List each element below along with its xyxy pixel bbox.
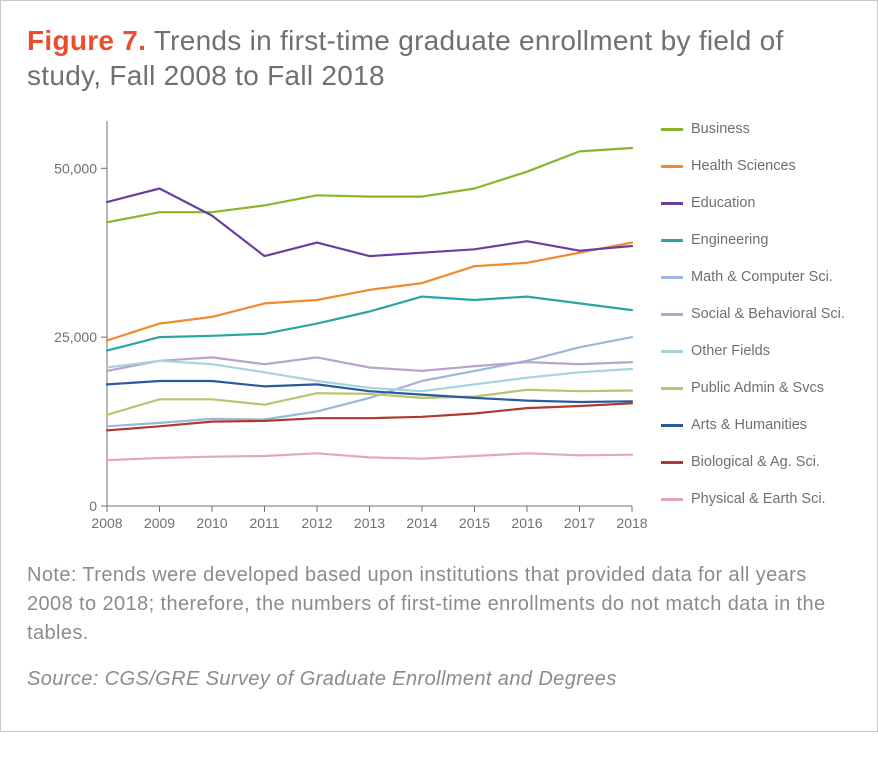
svg-text:2011: 2011 [249, 515, 279, 531]
legend-item: Other Fields [661, 343, 845, 359]
legend-label: Math & Computer Sci. [691, 269, 833, 285]
svg-text:2018: 2018 [616, 515, 647, 531]
legend-swatch [661, 424, 683, 427]
legend-label: Arts & Humanities [691, 417, 807, 433]
legend-item: Biological & Ag. Sci. [661, 454, 845, 470]
legend-label: Biological & Ag. Sci. [691, 454, 820, 470]
svg-text:2017: 2017 [564, 515, 595, 531]
legend-label: Physical & Earth Sci. [691, 491, 826, 507]
svg-text:2013: 2013 [354, 515, 385, 531]
legend-label: Other Fields [691, 343, 770, 359]
chart-row: 0 25,000 50,000 2008 2009 2010 2011 2012 2013 201… [27, 111, 851, 541]
legend-swatch [661, 350, 683, 353]
svg-text:2009: 2009 [144, 515, 175, 531]
figure-number: Figure 7. [27, 25, 146, 56]
svg-text:25,000: 25,000 [54, 329, 97, 345]
legend-swatch [661, 202, 683, 205]
legend-swatch [661, 313, 683, 316]
legend-label: Public Admin & Svcs [691, 380, 824, 396]
legend-swatch [661, 276, 683, 279]
legend-item: Arts & Humanities [661, 417, 845, 433]
svg-text:2014: 2014 [406, 515, 437, 531]
legend-label: Social & Behavioral Sci. [691, 306, 845, 322]
figure-container: Figure 7. Trends in first-time graduate … [0, 0, 878, 732]
legend-swatch [661, 461, 683, 464]
chart-source: Source: CGS/GRE Survey of Graduate Enrol… [27, 668, 851, 691]
legend-item: Business [661, 121, 845, 137]
legend-item: Health Sciences [661, 158, 845, 174]
svg-text:50,000: 50,000 [54, 160, 97, 176]
chart-note: Note: Trends were developed based upon i… [27, 561, 851, 648]
svg-text:2016: 2016 [511, 515, 542, 531]
legend-swatch [661, 128, 683, 131]
legend-item: Public Admin & Svcs [661, 380, 845, 396]
legend-label: Health Sciences [691, 158, 796, 174]
legend-item: Education [661, 195, 845, 211]
legend-swatch [661, 387, 683, 390]
svg-text:2012: 2012 [301, 515, 332, 531]
legend-swatch [661, 239, 683, 242]
svg-text:2008: 2008 [91, 515, 122, 531]
legend-item: Math & Computer Sci. [661, 269, 845, 285]
legend-label: Education [691, 195, 756, 211]
svg-text:2015: 2015 [459, 515, 490, 531]
legend-swatch [661, 498, 683, 501]
legend-swatch [661, 165, 683, 168]
svg-text:2010: 2010 [196, 515, 227, 531]
legend-label: Business [691, 121, 750, 137]
svg-text:0: 0 [89, 498, 97, 514]
line-chart: 0 25,000 50,000 2008 2009 2010 2011 2012 2013 201… [27, 111, 647, 541]
legend-item: Social & Behavioral Sci. [661, 306, 845, 322]
legend-item: Physical & Earth Sci. [661, 491, 845, 507]
legend-item: Engineering [661, 232, 845, 248]
figure-title: Figure 7. Trends in first-time graduate … [27, 23, 851, 93]
legend-label: Engineering [691, 232, 768, 248]
legend: Business Health Sciences Education Engineer… [647, 111, 845, 528]
chart-area: 0 25,000 50,000 2008 2009 2010 2011 2012 2013 201… [27, 111, 647, 541]
